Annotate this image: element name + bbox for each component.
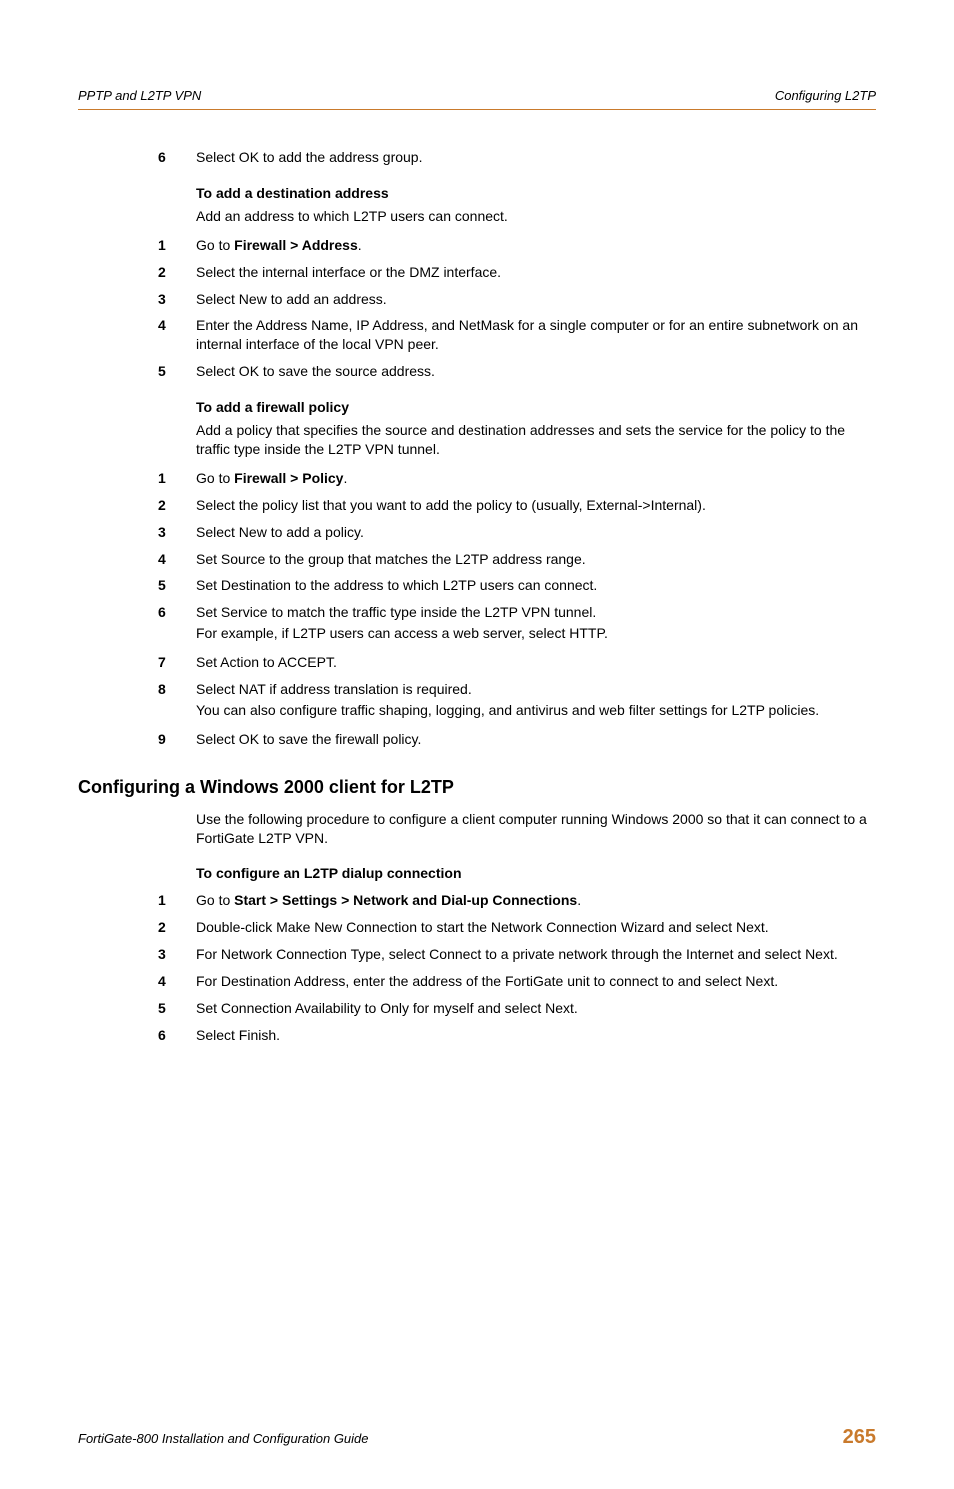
step-row: 5 Select OK to save the source address.: [158, 362, 876, 381]
step-number: 4: [158, 972, 196, 989]
step-row: 9 Select OK to save the firewall policy.: [158, 730, 876, 749]
step-number: 3: [158, 523, 196, 540]
step-line: Set Service to match the traffic type in…: [196, 603, 876, 622]
step-text: Set Action to ACCEPT.: [196, 653, 876, 672]
text-bold: Firewall > Policy: [234, 470, 343, 486]
step-text: Select OK to save the firewall policy.: [196, 730, 876, 749]
step-number: 7: [158, 653, 196, 670]
step-text: For Network Connection Type, select Conn…: [196, 945, 876, 964]
text-pre: Go to: [196, 237, 234, 253]
step-line: For example, if L2TP users can access a …: [196, 624, 876, 643]
sub-heading: To configure an L2TP dialup connection: [196, 865, 876, 881]
text-pre: Go to: [196, 470, 234, 486]
step-number: 2: [158, 918, 196, 935]
fw-policy-block: To add a firewall policy Add a policy th…: [196, 399, 876, 459]
main-content: 6 Select OK to add the address group. To…: [78, 148, 876, 749]
text-post: .: [577, 892, 581, 908]
step-text: Select the policy list that you want to …: [196, 496, 876, 515]
step-row: 3 For Network Connection Type, select Co…: [158, 945, 876, 964]
step-number: 3: [158, 945, 196, 962]
step-number: 2: [158, 263, 196, 280]
footer-title: FortiGate-800 Installation and Configura…: [78, 1431, 369, 1446]
header-left: PPTP and L2TP VPN: [78, 88, 201, 103]
step-text: For Destination Address, enter the addre…: [196, 972, 876, 991]
step-row: 2 Select the internal interface or the D…: [158, 263, 876, 282]
step-row: 1 Go to Firewall > Policy.: [158, 469, 876, 488]
step-line: Select NAT if address translation is req…: [196, 680, 876, 699]
step-text: Select NAT if address translation is req…: [196, 680, 876, 722]
step-number: 6: [158, 603, 196, 620]
step-row: 6 Set Service to match the traffic type …: [158, 603, 876, 645]
step-number: 5: [158, 362, 196, 379]
step-row: 5 Set Destination to the address to whic…: [158, 576, 876, 595]
step-text: Go to Firewall > Address.: [196, 236, 876, 255]
step-row: 3 Select New to add an address.: [158, 290, 876, 309]
step-row: 2 Double-click Make New Connection to st…: [158, 918, 876, 937]
step-text: Select New to add a policy.: [196, 523, 876, 542]
step-number: 4: [158, 316, 196, 333]
step-text: Set Destination to the address to which …: [196, 576, 876, 595]
step-text: Enter the Address Name, IP Address, and …: [196, 316, 876, 354]
step-number: 3: [158, 290, 196, 307]
step-row: 7 Set Action to ACCEPT.: [158, 653, 876, 672]
step-text: Select New to add an address.: [196, 290, 876, 309]
step-text: Go to Firewall > Policy.: [196, 469, 876, 488]
text-pre: Go to: [196, 892, 234, 908]
step-text: Go to Start > Settings > Network and Dia…: [196, 891, 876, 910]
step-text: Set Connection Availability to Only for …: [196, 999, 876, 1018]
step-number: 6: [158, 148, 196, 165]
step-row: 5 Set Connection Availability to Only fo…: [158, 999, 876, 1018]
step-row: 2 Select the policy list that you want t…: [158, 496, 876, 515]
dest-addr-block: To add a destination address Add an addr…: [196, 185, 876, 226]
step-text: Select the internal interface or the DMZ…: [196, 263, 876, 282]
sub-intro: Add an address to which L2TP users can c…: [196, 207, 876, 226]
header-right: Configuring L2TP: [775, 88, 876, 103]
step-row: 3 Select New to add a policy.: [158, 523, 876, 542]
step-number: 6: [158, 1026, 196, 1043]
win2k-sub-block: To configure an L2TP dialup connection: [196, 865, 876, 881]
sub-heading: To add a destination address: [196, 185, 876, 201]
section-intro: Use the following procedure to configure…: [196, 810, 876, 848]
step-number: 2: [158, 496, 196, 513]
step-row: 6 Select OK to add the address group.: [158, 148, 876, 167]
step-row: 8 Select NAT if address translation is r…: [158, 680, 876, 722]
step-row: 4 Enter the Address Name, IP Address, an…: [158, 316, 876, 354]
step-row: 4 Set Source to the group that matches t…: [158, 550, 876, 569]
step-row: 1 Go to Start > Settings > Network and D…: [158, 891, 876, 910]
text-post: .: [358, 237, 362, 253]
step-number: 5: [158, 999, 196, 1016]
step-row: 4 For Destination Address, enter the add…: [158, 972, 876, 991]
step-line: You can also configure traffic shaping, …: [196, 701, 876, 720]
step-number: 9: [158, 730, 196, 747]
section-title: Configuring a Windows 2000 client for L2…: [78, 777, 876, 798]
step-number: 5: [158, 576, 196, 593]
step-number: 1: [158, 891, 196, 908]
text-bold: Firewall > Address: [234, 237, 358, 253]
step-number: 8: [158, 680, 196, 697]
step-number: 1: [158, 236, 196, 253]
page-number: 265: [843, 1426, 876, 1449]
step-text: Select OK to save the source address.: [196, 362, 876, 381]
sub-heading: To add a firewall policy: [196, 399, 876, 415]
step-number: 4: [158, 550, 196, 567]
text-bold: Start > Settings > Network and Dial-up C…: [234, 892, 577, 908]
step-text: Set Service to match the traffic type in…: [196, 603, 876, 645]
step-text: Set Source to the group that matches the…: [196, 550, 876, 569]
page-footer: FortiGate-800 Installation and Configura…: [78, 1425, 876, 1449]
step-text: Select Finish.: [196, 1026, 876, 1045]
sub-intro: Add a policy that specifies the source a…: [196, 421, 876, 459]
win2k-content: To configure an L2TP dialup connection 1…: [78, 865, 876, 1044]
step-row: 1 Go to Firewall > Address.: [158, 236, 876, 255]
step-row: 6 Select Finish.: [158, 1026, 876, 1045]
step-text: Double-click Make New Connection to star…: [196, 918, 876, 937]
running-header: PPTP and L2TP VPN Configuring L2TP: [78, 88, 876, 110]
text-post: .: [343, 470, 347, 486]
step-text: Select OK to add the address group.: [196, 148, 876, 167]
step-number: 1: [158, 469, 196, 486]
